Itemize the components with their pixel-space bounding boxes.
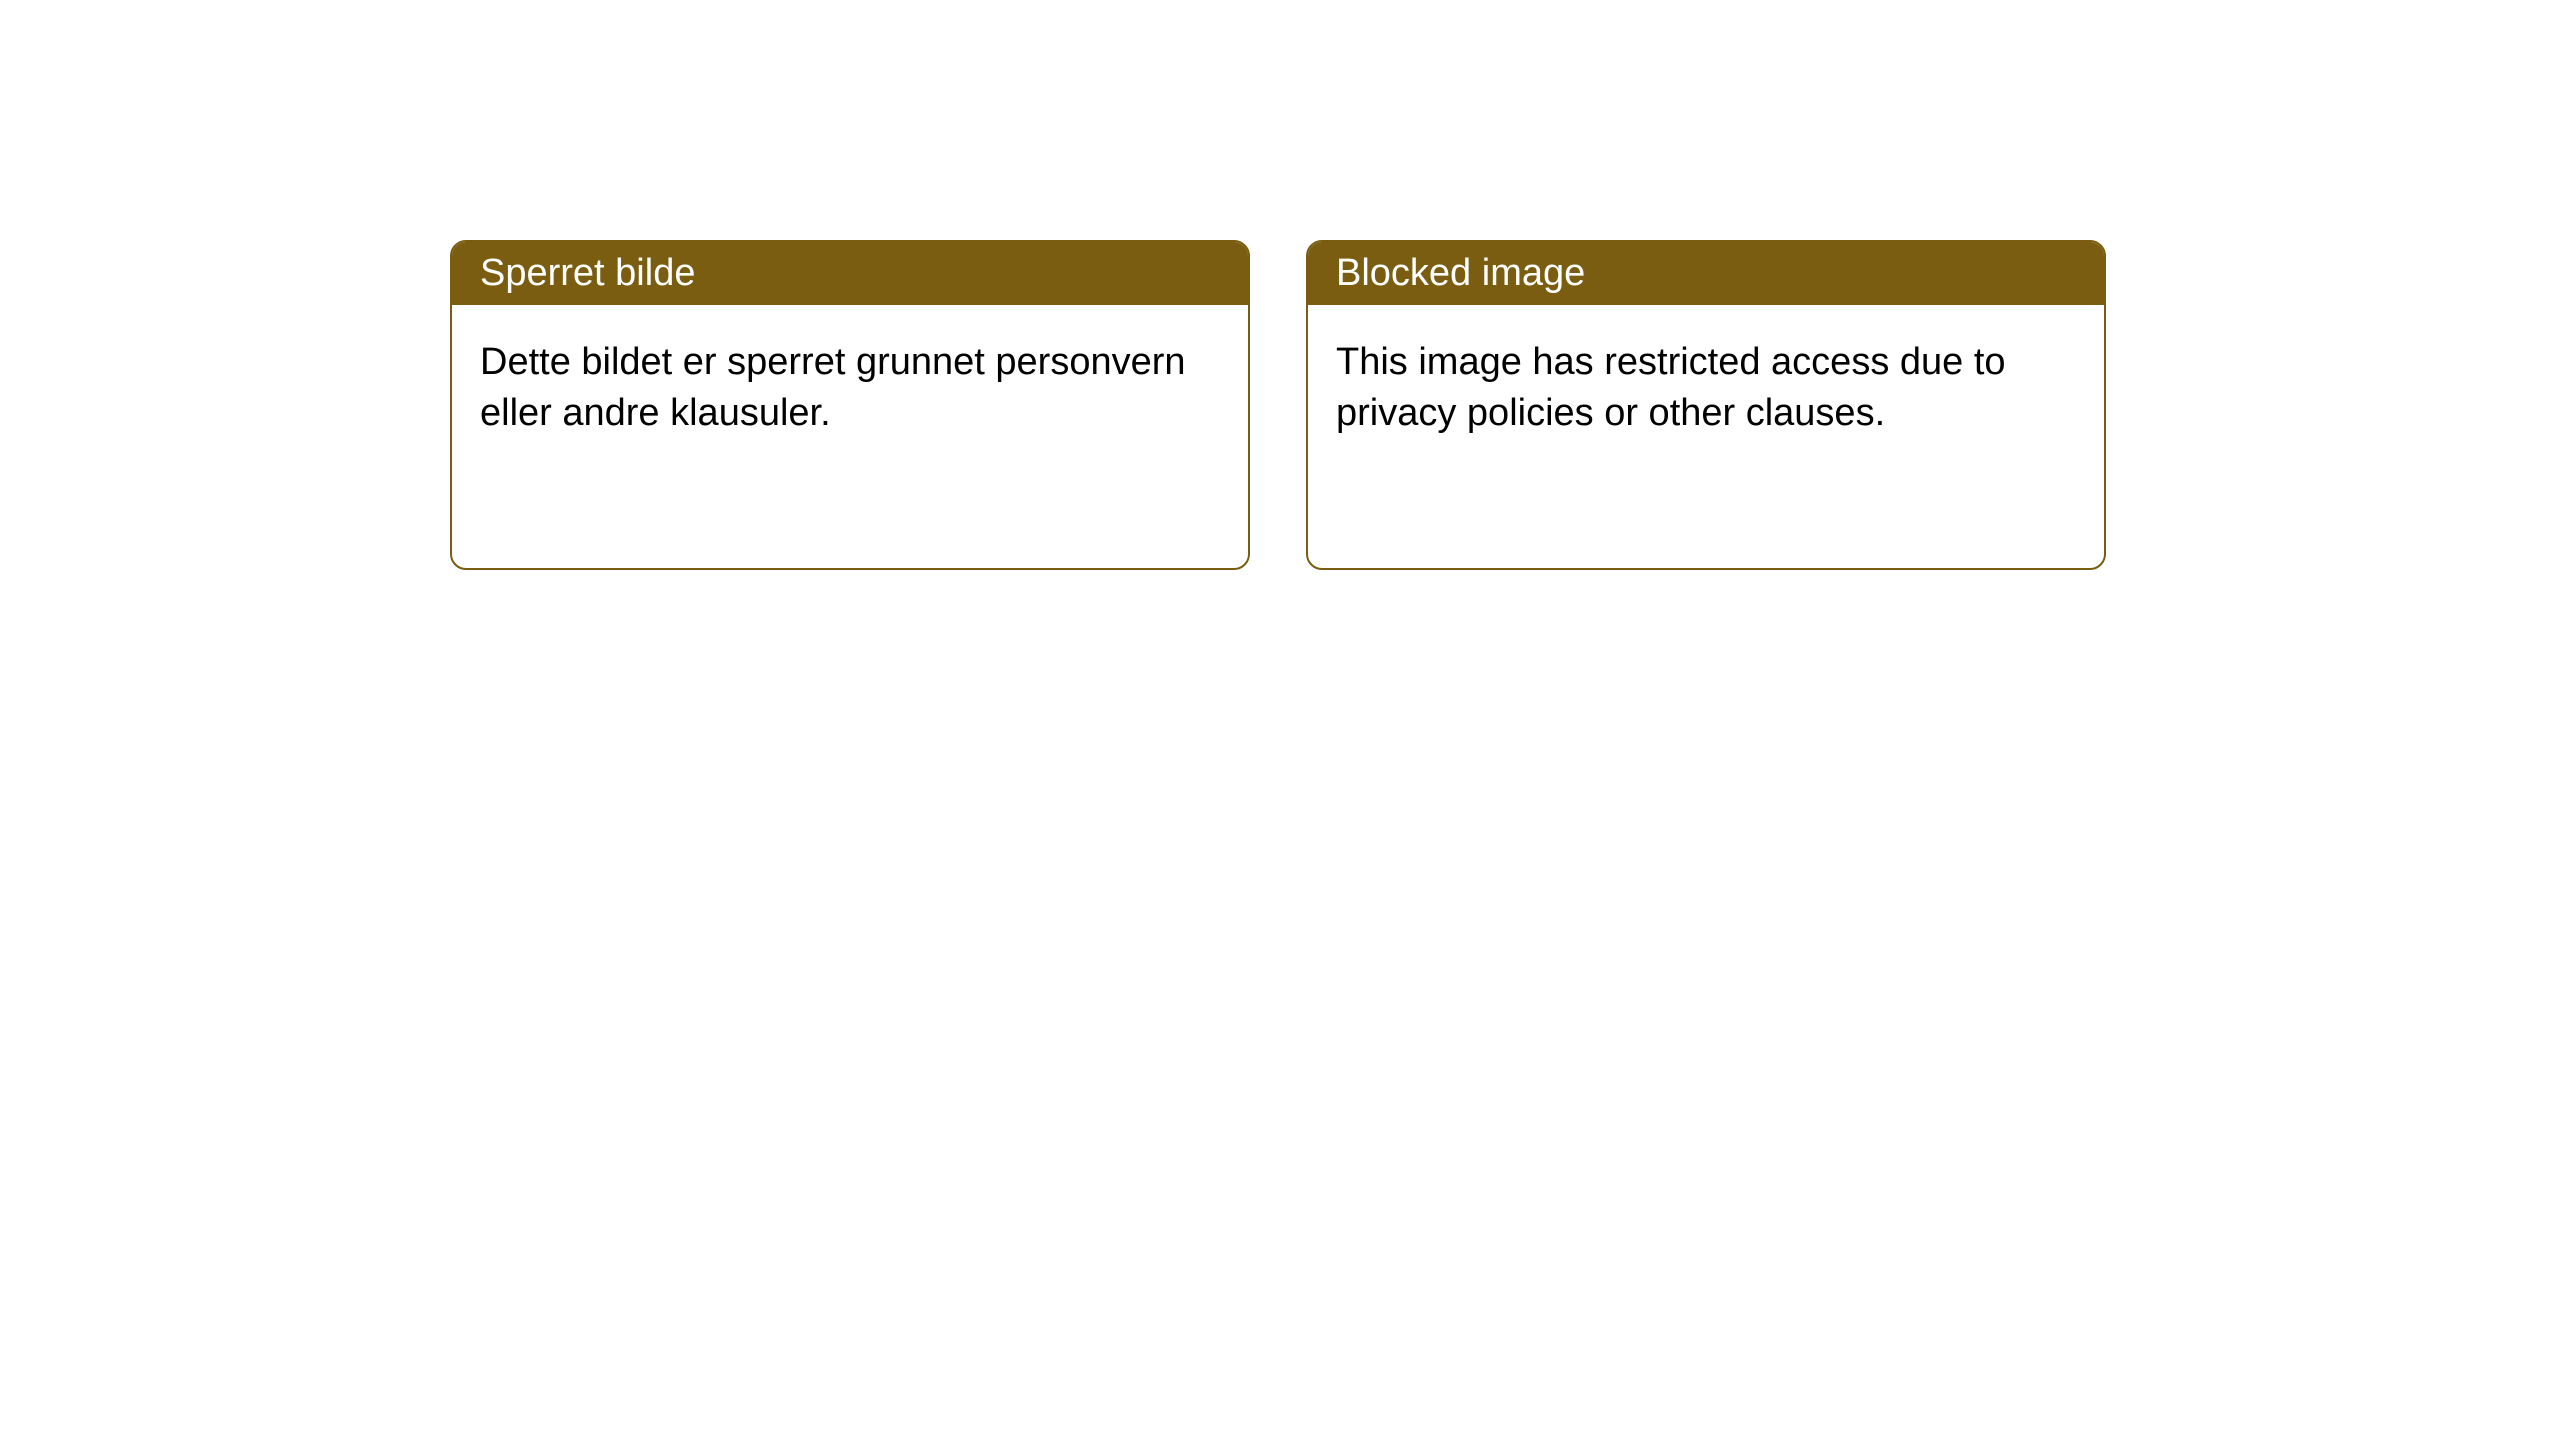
notice-body: This image has restricted access due to … [1308, 305, 2104, 472]
notice-header: Sperret bilde [452, 242, 1248, 305]
notice-container: Sperret bilde Dette bildet er sperret gr… [450, 240, 2106, 570]
notice-card-norwegian: Sperret bilde Dette bildet er sperret gr… [450, 240, 1250, 570]
notice-card-english: Blocked image This image has restricted … [1306, 240, 2106, 570]
notice-body: Dette bildet er sperret grunnet personve… [452, 305, 1248, 472]
notice-header: Blocked image [1308, 242, 2104, 305]
